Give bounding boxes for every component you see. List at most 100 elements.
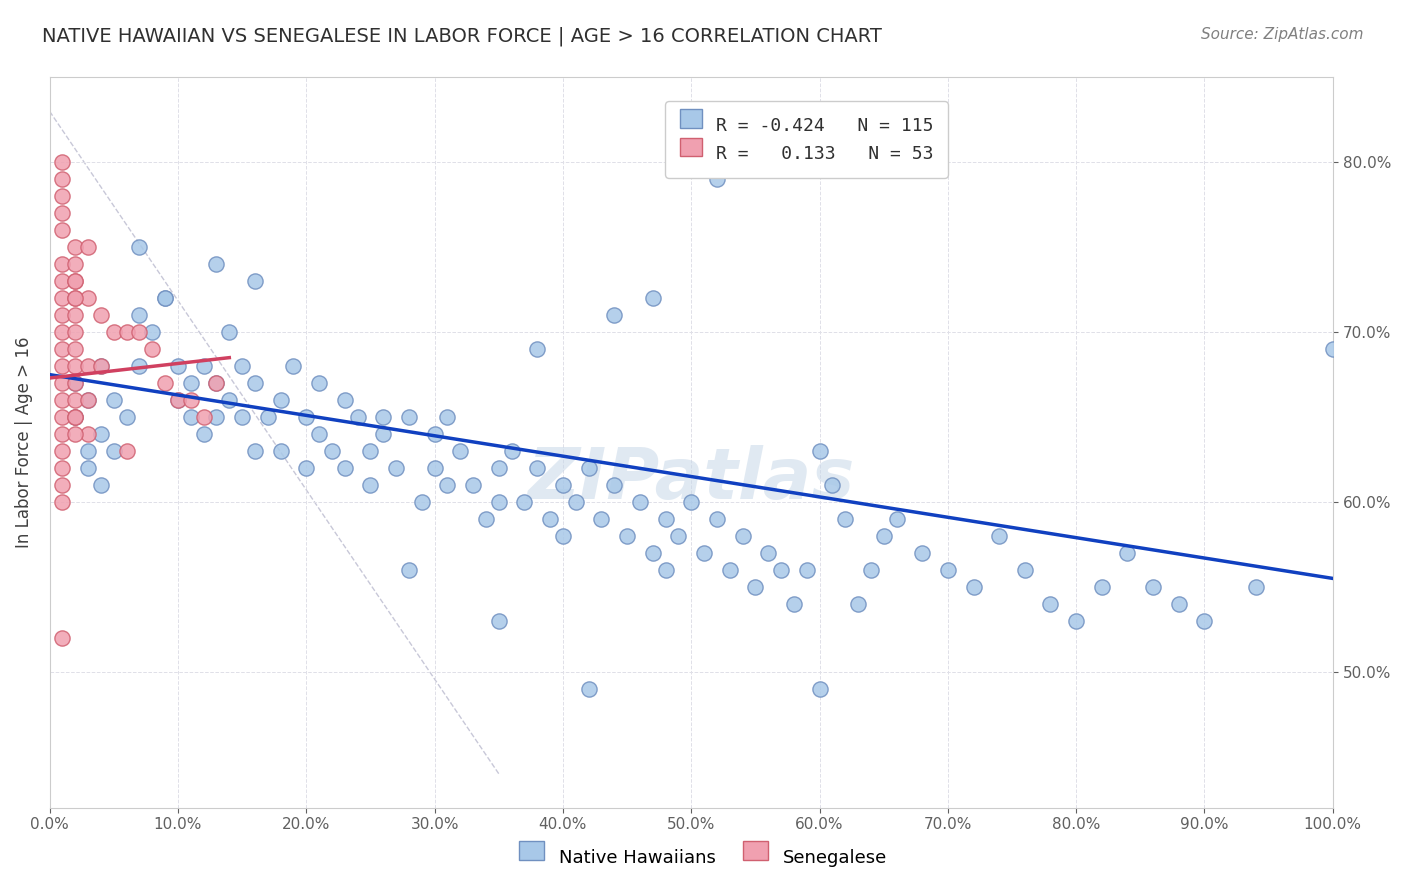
Point xyxy=(51,189,73,203)
Point xyxy=(654,512,676,526)
Point xyxy=(475,512,498,526)
Point xyxy=(1064,614,1087,628)
Point xyxy=(603,308,626,322)
Point xyxy=(167,393,190,408)
Point xyxy=(436,478,458,492)
Point xyxy=(1167,597,1189,611)
Point xyxy=(962,580,984,594)
Point xyxy=(77,461,100,475)
Point xyxy=(141,342,163,356)
Point xyxy=(603,478,626,492)
Point xyxy=(51,393,73,408)
Point xyxy=(90,308,112,322)
Legend: Native Hawaiians, Senegalese: Native Hawaiians, Senegalese xyxy=(512,840,894,874)
Point xyxy=(193,427,215,442)
Point xyxy=(180,376,202,391)
Point xyxy=(128,359,150,373)
Point xyxy=(51,308,73,322)
Point xyxy=(65,376,87,391)
Point xyxy=(423,427,446,442)
Point xyxy=(783,597,806,611)
Point xyxy=(167,359,190,373)
Point xyxy=(90,478,112,492)
Point xyxy=(51,461,73,475)
Point xyxy=(77,444,100,458)
Point xyxy=(180,410,202,425)
Point xyxy=(846,597,869,611)
Point xyxy=(153,376,176,391)
Point xyxy=(488,461,510,475)
Point xyxy=(180,393,202,408)
Point xyxy=(1194,614,1216,628)
Point xyxy=(538,512,561,526)
Point xyxy=(988,529,1011,543)
Point xyxy=(641,291,664,305)
Text: Source: ZipAtlas.com: Source: ZipAtlas.com xyxy=(1201,27,1364,42)
Point xyxy=(51,257,73,271)
Point xyxy=(373,427,395,442)
Point xyxy=(859,563,882,577)
Point xyxy=(193,410,215,425)
Point xyxy=(1142,580,1164,594)
Point xyxy=(65,274,87,288)
Point xyxy=(65,410,87,425)
Point xyxy=(886,512,908,526)
Point xyxy=(90,427,112,442)
Point xyxy=(578,681,600,696)
Point xyxy=(51,478,73,492)
Point xyxy=(756,546,779,560)
Point xyxy=(821,478,844,492)
Point xyxy=(488,495,510,509)
Point xyxy=(51,172,73,186)
Point xyxy=(1322,342,1344,356)
Point xyxy=(770,563,793,577)
Point xyxy=(308,376,330,391)
Point xyxy=(744,580,766,594)
Point xyxy=(873,529,896,543)
Point xyxy=(526,342,548,356)
Point xyxy=(359,478,381,492)
Point xyxy=(51,325,73,339)
Point xyxy=(115,410,138,425)
Point xyxy=(333,393,356,408)
Point xyxy=(398,563,420,577)
Point xyxy=(65,274,87,288)
Point xyxy=(51,223,73,237)
Point xyxy=(551,478,574,492)
Point xyxy=(718,563,741,577)
Text: NATIVE HAWAIIAN VS SENEGALESE IN LABOR FORCE | AGE > 16 CORRELATION CHART: NATIVE HAWAIIAN VS SENEGALESE IN LABOR F… xyxy=(42,27,882,46)
Point xyxy=(1039,597,1062,611)
Point xyxy=(461,478,484,492)
Point xyxy=(243,444,266,458)
Point xyxy=(115,444,138,458)
Point xyxy=(128,308,150,322)
Point xyxy=(153,291,176,305)
Point xyxy=(65,359,87,373)
Point xyxy=(218,393,240,408)
Point xyxy=(385,461,408,475)
Point xyxy=(834,512,856,526)
Point xyxy=(808,444,831,458)
Point xyxy=(51,410,73,425)
Point xyxy=(295,461,318,475)
Point xyxy=(90,359,112,373)
Point xyxy=(578,461,600,475)
Point xyxy=(513,495,536,509)
Point xyxy=(103,325,125,339)
Point xyxy=(1091,580,1114,594)
Point xyxy=(65,308,87,322)
Point xyxy=(591,512,613,526)
Point xyxy=(808,681,831,696)
Point xyxy=(295,410,318,425)
Point xyxy=(65,376,87,391)
Point xyxy=(205,257,228,271)
Point xyxy=(641,546,664,560)
Point xyxy=(193,359,215,373)
Point xyxy=(128,325,150,339)
Point xyxy=(51,206,73,220)
Point xyxy=(153,291,176,305)
Point xyxy=(1244,580,1267,594)
Point xyxy=(423,461,446,475)
Point xyxy=(1014,563,1036,577)
Point xyxy=(51,427,73,442)
